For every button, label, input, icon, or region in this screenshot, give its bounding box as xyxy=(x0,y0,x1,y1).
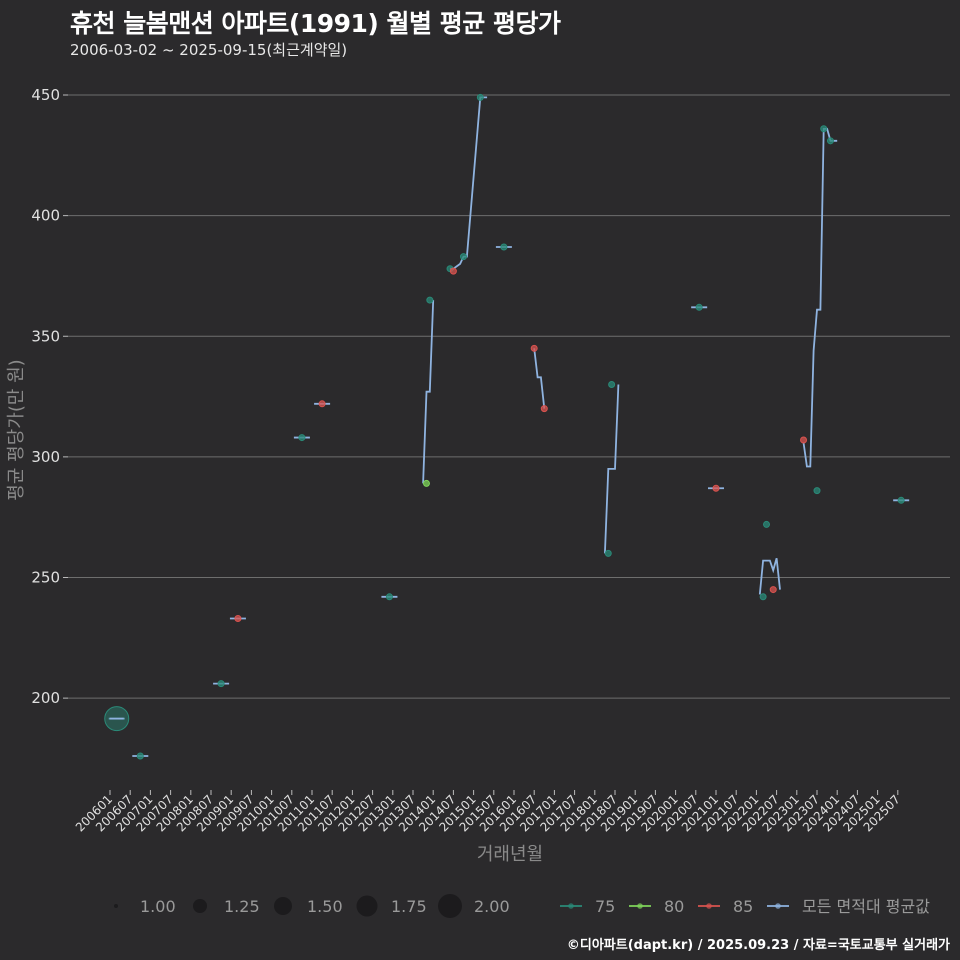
data-point-85 xyxy=(769,586,777,594)
data-point-75 xyxy=(826,137,834,145)
data-point-75 xyxy=(476,93,484,101)
color-legend-dot xyxy=(568,903,574,909)
data-point-75 xyxy=(695,303,703,311)
average-line-segment xyxy=(802,127,838,468)
area-point-series xyxy=(104,93,905,760)
data-point-85 xyxy=(712,484,720,492)
size-legend-label: 1.25 xyxy=(224,897,260,916)
color-legend-label: 75 xyxy=(595,897,615,916)
color-legend-label: 80 xyxy=(664,897,684,916)
color-legend-dot xyxy=(637,903,643,909)
data-point-75 xyxy=(500,243,508,251)
data-point-75 xyxy=(136,752,144,760)
size-legend-label: 1.75 xyxy=(391,897,427,916)
x-axis: 2006012006072007012007072008012008072009… xyxy=(73,790,903,835)
data-point-75 xyxy=(385,593,393,601)
size-legend-key xyxy=(438,894,462,918)
y-tick-label: 300 xyxy=(31,448,60,466)
color-legend-label: 85 xyxy=(733,897,753,916)
data-point-85 xyxy=(449,267,457,275)
data-point-85 xyxy=(234,615,242,623)
chart-title: 휴천 늘봄맨션 아파트(1991) 월별 평균 평당가 xyxy=(70,9,561,38)
data-point-85 xyxy=(540,405,548,413)
data-point-80 xyxy=(422,479,430,487)
y-axis-title: 평균 평당가(만 원) xyxy=(6,359,27,500)
data-point-75 xyxy=(763,520,770,528)
color-legend-dot xyxy=(775,903,781,909)
color-legend-label: 모든 면적대 평균값 xyxy=(802,897,930,916)
data-point-85 xyxy=(530,344,538,352)
data-point-75 xyxy=(820,125,828,133)
data-point-75 xyxy=(897,496,905,504)
data-point-75 xyxy=(426,296,434,304)
data-point-85 xyxy=(800,436,808,444)
chart-subtitle: 2006-03-02 ~ 2025-09-15(최근계약일) xyxy=(70,41,348,59)
y-tick-label: 250 xyxy=(31,569,60,587)
footer-credit: ©디아파트(dapt.kr) / 2025.09.23 / 자료=국토교통부 실… xyxy=(566,938,950,953)
average-line-segment xyxy=(758,557,781,595)
color-legend: 75 80 85 모든 면적대 평균값 xyxy=(560,897,930,916)
data-point-75 xyxy=(604,549,612,557)
gridlines xyxy=(68,94,950,699)
data-point-75 xyxy=(813,487,821,495)
average-line-segment xyxy=(422,300,435,484)
data-point-75 xyxy=(217,680,225,688)
size-legend-key xyxy=(274,897,292,915)
size-legend: 1.00 1.25 1.50 1.75 2.00 xyxy=(114,894,510,918)
size-legend-key xyxy=(114,904,118,908)
average-line-segment xyxy=(604,384,620,554)
data-point-85 xyxy=(318,400,326,408)
data-point-75 xyxy=(298,434,306,442)
color-legend-dot xyxy=(706,903,712,909)
size-legend-key xyxy=(356,895,378,917)
data-point-75 xyxy=(460,253,467,261)
y-tick-label: 200 xyxy=(31,689,60,707)
x-axis-title: 거래년월 xyxy=(477,844,543,865)
size-legend-label: 2.00 xyxy=(474,897,510,916)
average-line-series xyxy=(108,96,910,757)
y-tick-label: 400 xyxy=(31,207,60,225)
data-point-75 xyxy=(608,381,616,388)
size-legend-label: 1.00 xyxy=(140,897,176,916)
size-legend-key xyxy=(193,899,207,913)
y-tick-label: 450 xyxy=(31,86,60,104)
y-tick-label: 350 xyxy=(31,327,60,345)
data-point-75 xyxy=(759,593,767,601)
size-legend-label: 1.50 xyxy=(307,897,343,916)
average-line-segment xyxy=(533,348,546,409)
y-axis: 200 250 300 350 400 450 xyxy=(31,86,68,707)
average-line-segment xyxy=(450,96,488,270)
